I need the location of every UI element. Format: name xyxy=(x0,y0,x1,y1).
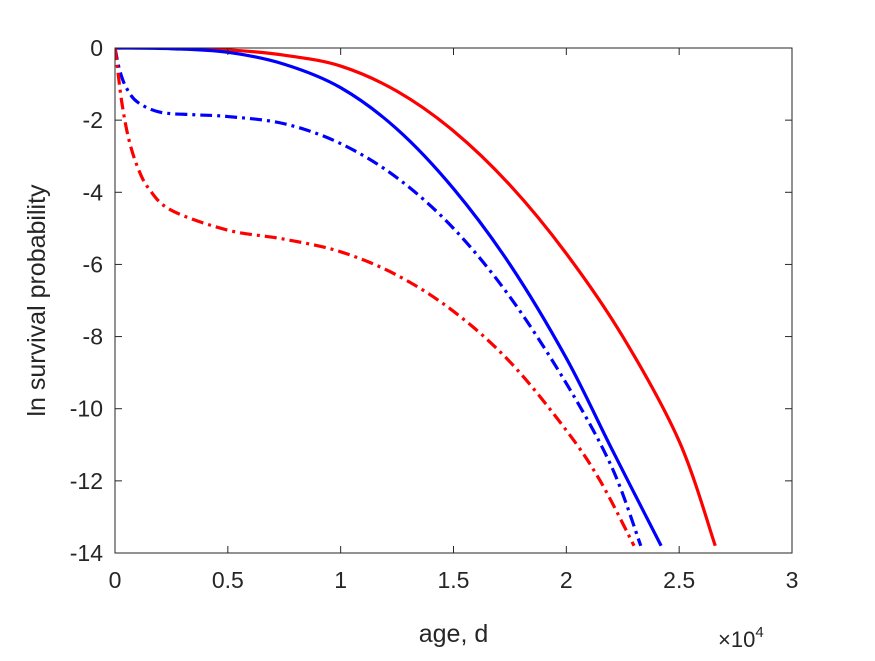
plot-area-frame xyxy=(114,47,793,554)
y-axis-title: ln survival probability xyxy=(23,184,51,417)
series-red-solid-line xyxy=(115,48,717,547)
ticks-layer xyxy=(114,47,793,554)
y-tick-label: -4 xyxy=(83,179,104,205)
x-tick-label: 3 xyxy=(786,567,799,593)
x-tick-label: 0.5 xyxy=(212,567,244,593)
x-axis-title: age, d xyxy=(419,620,489,648)
y-tick-label: -8 xyxy=(83,324,103,350)
labels-layer: 0 0.5 1 1.5 2 2.5 3 0 -2 -4 -6 -8 -10 -12 -14 xyxy=(70,35,799,593)
x-tick-label: 1 xyxy=(334,567,347,593)
y-tick-label: 0 xyxy=(90,35,103,61)
series-blue-solid-line xyxy=(115,48,663,547)
x-axis-exponent-power: 4 xyxy=(755,624,763,641)
series-red-dashdot-line xyxy=(115,48,636,547)
x-tick-label: 2 xyxy=(560,567,573,593)
y-tick-label: -10 xyxy=(70,396,103,422)
series-blue-dashdot-line xyxy=(115,48,643,547)
y-tick-label: -14 xyxy=(70,540,103,566)
x-axis-exponent-base: ×10 xyxy=(718,627,755,652)
x-axis-exponent-label: ×104 xyxy=(718,624,764,652)
x-tick-label: 0 xyxy=(109,567,122,593)
x-tick-label: 1.5 xyxy=(438,567,470,593)
series-layer xyxy=(115,48,717,547)
y-tick-label: -2 xyxy=(83,107,103,133)
x-tick-label: 2.5 xyxy=(663,567,695,593)
y-tick-label: -6 xyxy=(83,251,103,277)
y-tick-label: -12 xyxy=(70,468,103,494)
